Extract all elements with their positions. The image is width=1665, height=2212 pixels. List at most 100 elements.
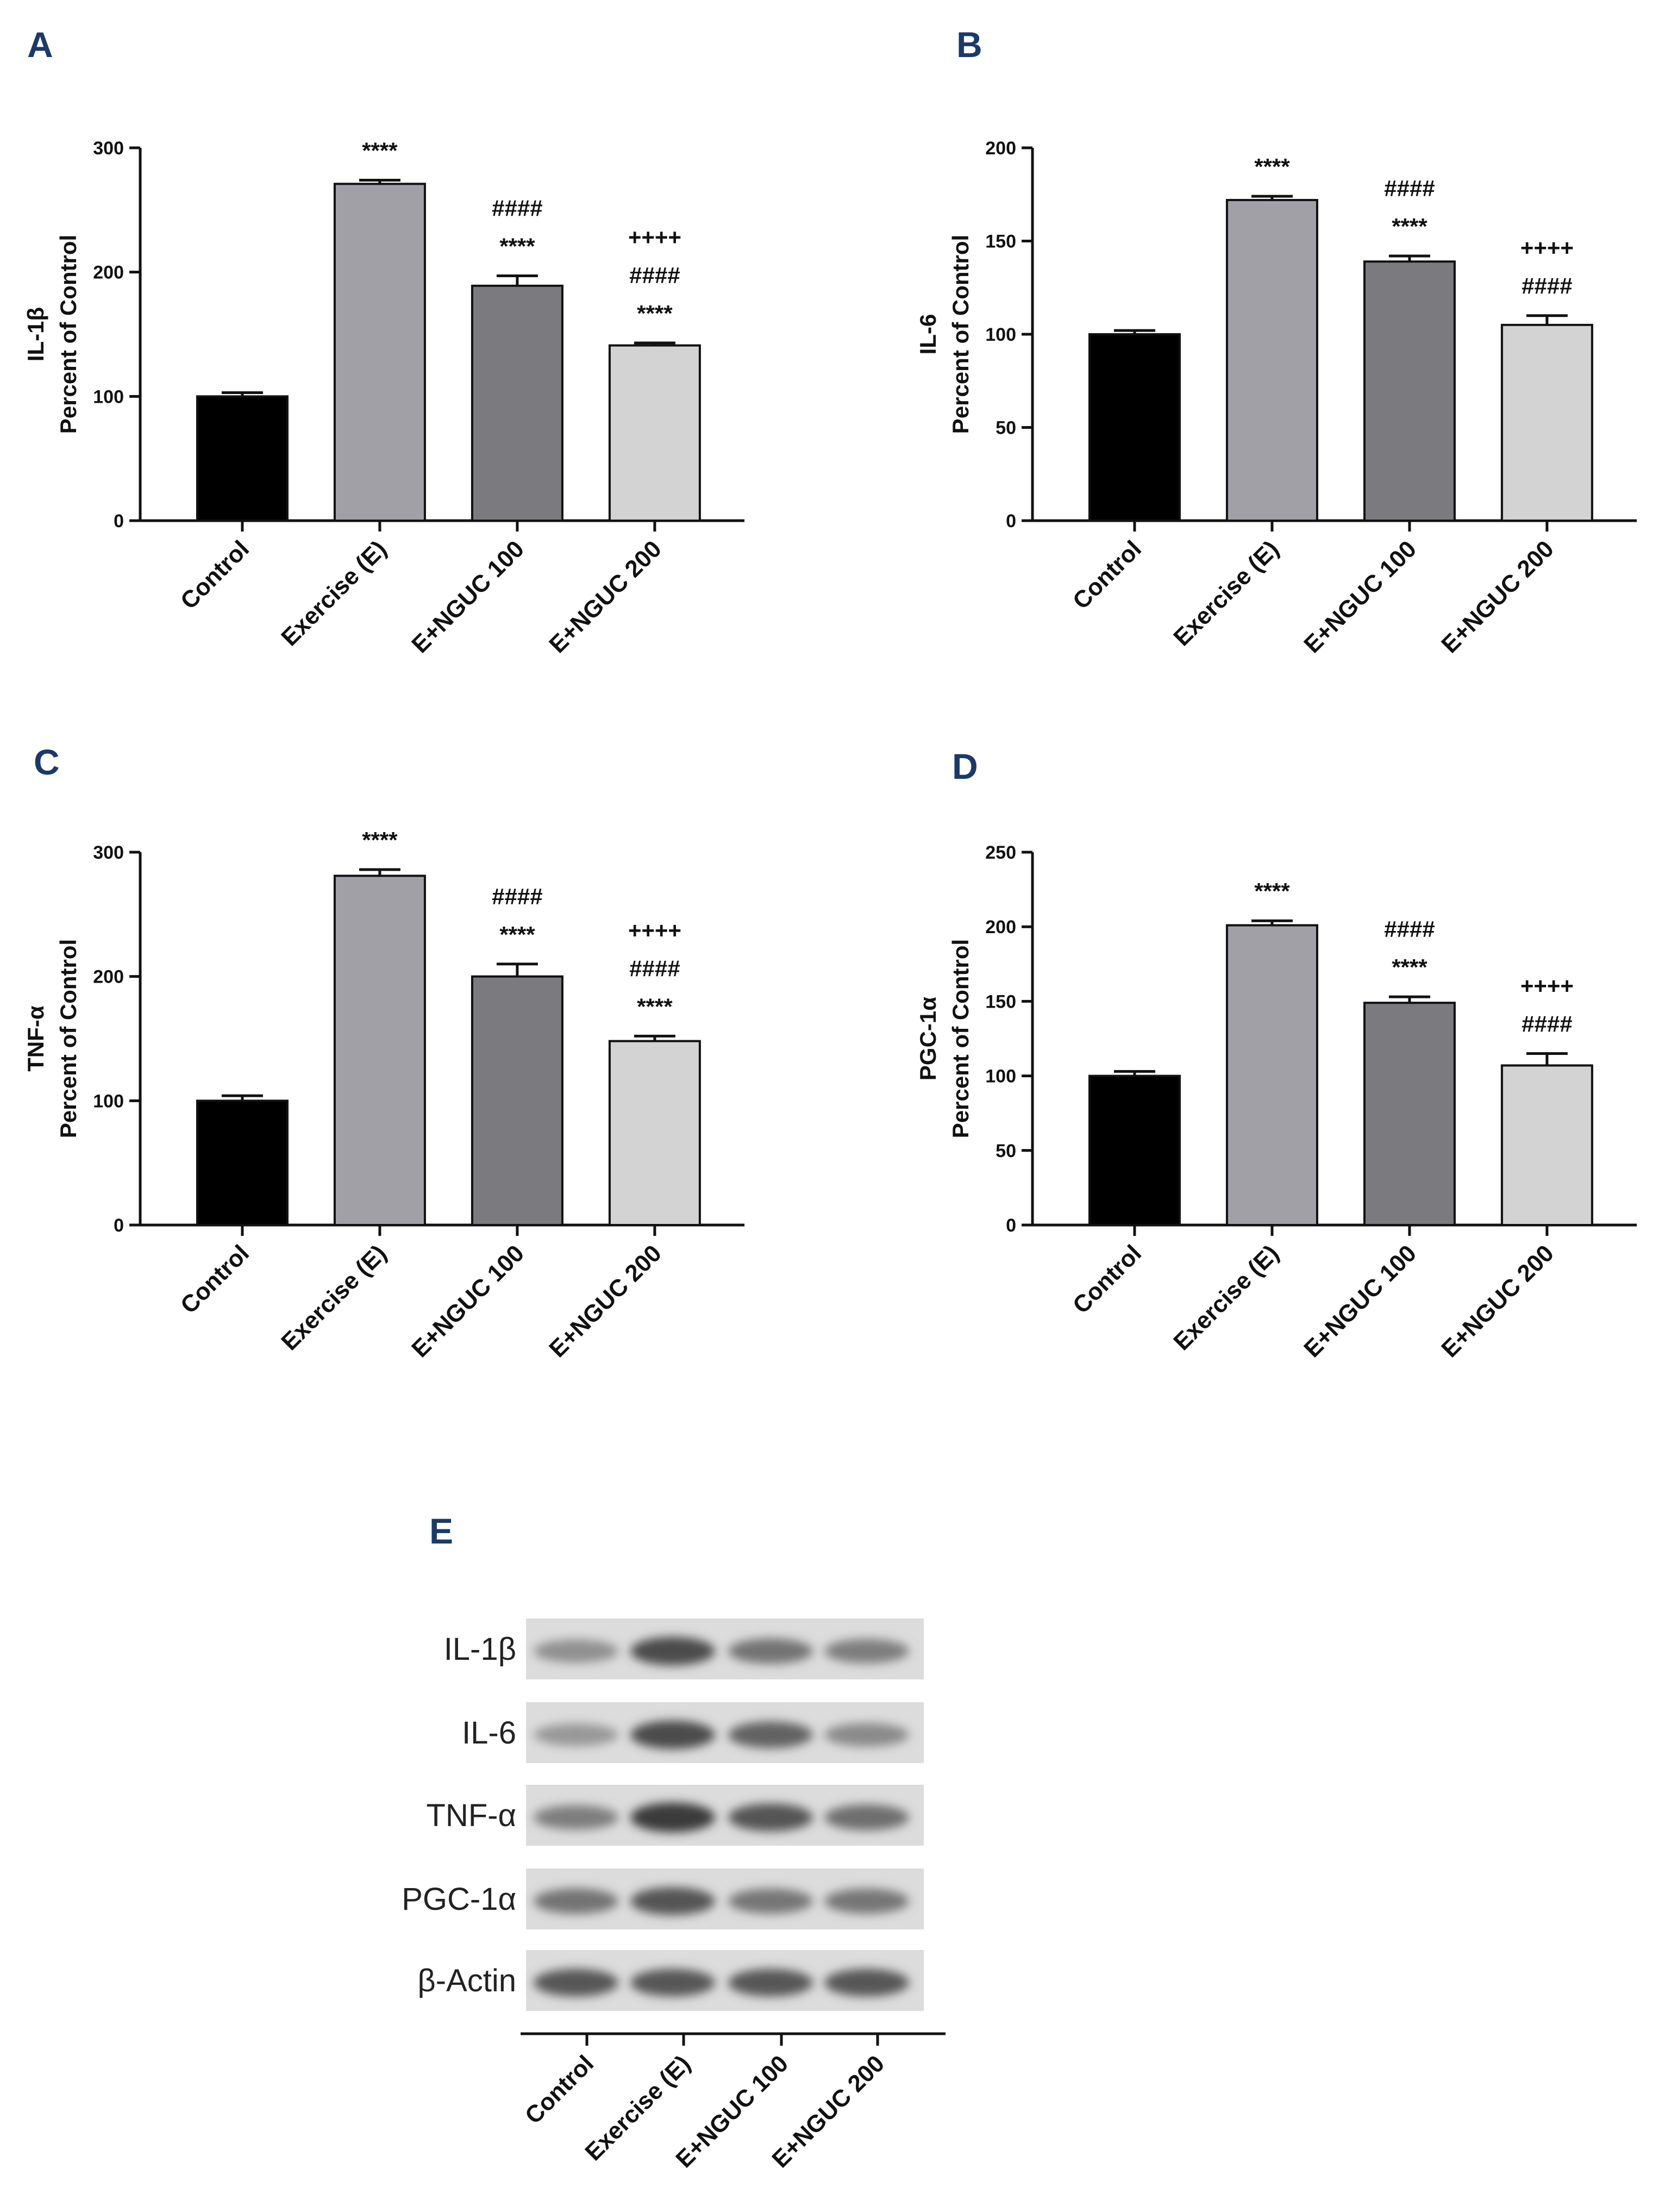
bar-3	[1500, 1064, 1593, 1226]
blot-band	[824, 1723, 909, 1747]
chart-panel-b: B 0 50 100 150 200 IL-6 Percent of Control Contr…	[915, 24, 1637, 658]
significance-label: ****	[637, 301, 673, 326]
chart-panel-d: D 0 50 100 150 200 250 PGC-1α Percent of Control…	[915, 746, 1637, 1363]
bar-1	[333, 183, 426, 522]
blot-band	[630, 1720, 715, 1749]
significance-label: ####	[629, 263, 680, 288]
bar-0	[196, 395, 289, 522]
blot-band	[728, 1721, 813, 1748]
bar-2	[471, 975, 564, 1226]
blot-band	[534, 1639, 618, 1663]
blot-band	[630, 1969, 715, 1997]
significance-label: ####	[492, 196, 542, 221]
significance-label: ####	[492, 884, 542, 909]
x-tick-label: E+NGUC 200	[544, 1240, 667, 1363]
x-tick-label: Exercise (E)	[1168, 535, 1284, 651]
y-tick-label: 100	[93, 1091, 124, 1111]
significance-label: ++++	[1520, 235, 1574, 261]
y-axis-label-unit: Percent of Control	[55, 939, 81, 1138]
significance-label: ****	[499, 234, 535, 259]
blot-row-label: IL-6	[462, 1715, 516, 1751]
x-tick-label: Exercise (E)	[276, 1240, 392, 1355]
y-tick-label: 50	[996, 1141, 1016, 1161]
y-axis-label-marker: PGC-1α	[915, 997, 941, 1080]
y-tick-label: 200	[985, 138, 1016, 159]
x-tick-label: E+NGUC 100	[1299, 1240, 1422, 1363]
panel-letter: D	[952, 746, 978, 786]
significance-label: ****	[1254, 878, 1290, 904]
significance-label: ####	[1522, 1011, 1572, 1036]
x-tick-label: E+NGUC 100	[406, 1240, 529, 1363]
y-tick-label: 0	[1006, 511, 1016, 532]
blot-band	[824, 1804, 909, 1830]
y-tick-label: 150	[985, 232, 1016, 252]
significance-label: ++++	[1520, 973, 1574, 998]
blot-band	[534, 1723, 618, 1746]
blot-band	[728, 1638, 813, 1664]
y-tick-label: 0	[1006, 1215, 1016, 1236]
x-tick-label: E+NGUC 200	[1436, 535, 1559, 658]
blot-strip-4	[526, 1950, 924, 2011]
bar-3	[608, 344, 701, 522]
x-tick-label: E+NGUC 100	[406, 535, 529, 658]
bar-1	[1225, 924, 1318, 1227]
blot-row-label: TNF-α	[426, 1798, 516, 1833]
significance-label: ####	[1384, 176, 1435, 201]
bar-2	[1363, 260, 1456, 522]
blot-row-label: IL-1β	[444, 1632, 516, 1667]
blot-row-label: PGC-1α	[402, 1882, 516, 1917]
blot-strip-1	[526, 1702, 924, 1763]
chart-panel-c: C 0 100 200 300 TNF-α Percent of Control Contro…	[23, 742, 744, 1363]
significance-label: ****	[362, 138, 398, 163]
x-tick-label: Control	[176, 535, 254, 614]
significance-label: ++++	[628, 224, 681, 250]
chart-panel-a: A 0 100 200 300 IL-1β Percent of Control Contro…	[23, 24, 744, 658]
blot-strip-2	[526, 1785, 924, 1846]
significance-label: ****	[1392, 214, 1428, 239]
bar-0	[196, 1099, 289, 1227]
x-tick-label: E+NGUC 100	[1299, 535, 1422, 658]
y-tick-label: 100	[93, 386, 124, 407]
panel-letter: A	[27, 24, 53, 65]
y-tick-label: 200	[985, 917, 1016, 938]
x-tick-label: Exercise (E)	[1168, 1240, 1284, 1355]
bar-0	[1088, 333, 1181, 522]
significance-label: ****	[362, 827, 398, 853]
blot-band	[534, 1969, 618, 1997]
blot-strip-0	[526, 1619, 924, 1679]
blot-panel-e: EIL-1βIL-6TNF-αPGC-1αβ-ActinControlExerc…	[402, 1511, 946, 2173]
blot-band	[728, 1803, 813, 1832]
x-tick-label: Control	[1068, 1240, 1147, 1319]
y-tick-label: 50	[996, 418, 1016, 439]
x-tick-label: E+NGUC 200	[1436, 1240, 1559, 1363]
y-tick-label: 200	[93, 967, 124, 988]
significance-label: ****	[499, 922, 535, 947]
blot-band	[630, 1802, 715, 1833]
bar-3	[608, 1040, 701, 1227]
bar-1	[333, 874, 426, 1226]
blot-band	[534, 1888, 618, 1914]
bar-3	[1500, 323, 1593, 522]
significance-label: ####	[1522, 273, 1572, 299]
bar-2	[471, 284, 564, 522]
y-tick-label: 0	[114, 511, 124, 532]
significance-label: ####	[1384, 916, 1435, 942]
blot-row-label: β-Actin	[417, 1963, 516, 1998]
significance-label: ####	[629, 955, 680, 981]
blot-band	[728, 1888, 813, 1914]
x-tick-label: Control	[1068, 535, 1147, 614]
bar-2	[1363, 1002, 1456, 1227]
y-tick-label: 250	[985, 842, 1016, 863]
y-axis-label-unit: Percent of Control	[948, 235, 973, 434]
x-tick-label: Control	[176, 1240, 254, 1319]
blot-band	[534, 1805, 618, 1830]
blot-band	[728, 1969, 813, 1997]
y-tick-label: 150	[985, 991, 1016, 1012]
y-tick-label: 100	[985, 324, 1016, 345]
bar-0	[1088, 1074, 1181, 1226]
significance-label: ****	[1254, 154, 1290, 179]
blot-band	[824, 1888, 909, 1914]
x-tick-label: Exercise (E)	[276, 535, 392, 651]
y-axis-label-marker: TNF-α	[23, 1005, 48, 1072]
